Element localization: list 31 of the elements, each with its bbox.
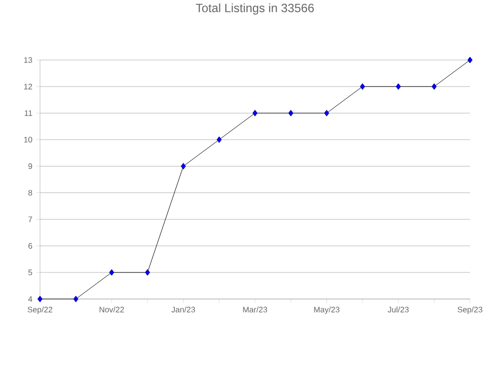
point [467,56,472,64]
y-tick-label: 4 [28,296,32,302]
point [252,110,258,116]
y-tick-label: 9 [28,163,32,170]
y-tick-label: 7 [28,216,32,222]
y-tick-label: 10 [24,136,32,142]
point [38,296,43,302]
y-tick-label: 12 [24,84,32,90]
x-tick-label: Nov/22 [100,306,124,312]
point [145,269,150,276]
x-tick-label: Sep/22 [28,306,52,314]
y-tick-label: 6 [28,243,32,249]
x-tick-label: Mar/23 [243,306,268,312]
x-tick-label: Jul/23 [388,306,409,312]
point [216,136,222,143]
point [180,162,186,170]
x-tick-label: Jan/23 [171,306,195,312]
chart-title: Total Listings in 33566 [196,3,314,15]
y-tick-label: 8 [28,190,32,196]
point [73,296,78,302]
point [288,110,294,116]
y-tick-label: 5 [28,270,32,276]
point [396,83,401,90]
point [432,83,437,90]
point [324,110,330,116]
point [360,83,365,90]
y-tick-label: 11 [24,110,32,116]
point [109,269,114,276]
y-tick-label: 13 [24,57,32,63]
x-tick-label: May/23 [314,306,340,314]
x-tick-label: Sep/23 [458,306,482,314]
